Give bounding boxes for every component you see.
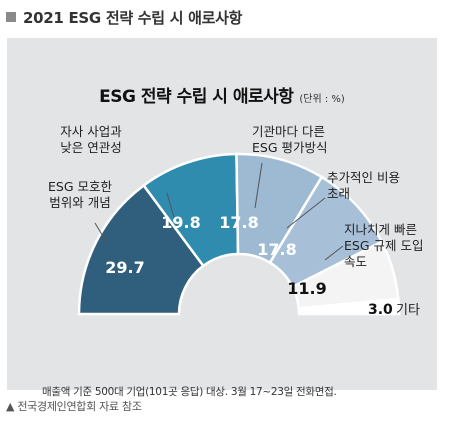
half-donut-chart: 29.7 19.8 17.8 17.8 11.9 3.0 기타 ESG 모호한 범위와 개념 자사… <box>48 124 423 318</box>
source-footer: ▲ 전국경제인연합회 자료 참조 <box>6 400 142 413</box>
category-label-5: 지나치게 빠른 ESG 규제 도입 속도 <box>344 222 423 269</box>
header-title: 2021 ESG 전략 수립 시 애로사항 <box>23 8 243 27</box>
value-label-1: 29.7 <box>105 258 144 277</box>
value-label-6: 3.0 <box>368 302 393 318</box>
value-label-4: 17.8 <box>257 240 296 259</box>
leader-line-4 <box>286 197 326 229</box>
value-label-3: 17.8 <box>219 213 258 232</box>
header-square-icon <box>6 12 16 22</box>
slice-6 <box>297 297 401 316</box>
leader-line-1 <box>94 222 108 244</box>
category-label-4: 추가적인 비용 초래 <box>327 170 400 201</box>
leader-line-2 <box>166 192 178 229</box>
header: 2021 ESG 전략 수립 시 애로사항 <box>6 6 242 28</box>
category-label-1: ESG 모호한 범위와 개념 <box>48 179 112 210</box>
chart-unit: (단위 : %) <box>299 94 345 105</box>
category-label-6: 기타 <box>396 303 420 318</box>
leader-line-5 <box>324 245 344 261</box>
chart-title-row: ESG 전략 수립 시 애로사항 (단위 : %) <box>7 82 437 107</box>
value-label-2: 19.8 <box>161 213 200 232</box>
slice-1 <box>77 183 206 316</box>
survey-note: 매출액 기준 500대 기업(101곳 응답) 대상. 3월 17~23일 전화… <box>42 386 337 398</box>
category-label-3: 기관마다 다른 ESG 평가방식 <box>252 124 328 155</box>
chart-panel: ESG 전략 수립 시 애로사항 (단위 : %) 29.7 19.8 17.8 17.… <box>7 38 437 398</box>
value-label-5: 11.9 <box>287 279 326 298</box>
leader-line-3 <box>254 162 263 209</box>
category-label-2: 자사 사업과 낮은 연관성 <box>60 124 122 155</box>
chart-title: ESG 전략 수립 시 애로사항 <box>99 87 294 107</box>
